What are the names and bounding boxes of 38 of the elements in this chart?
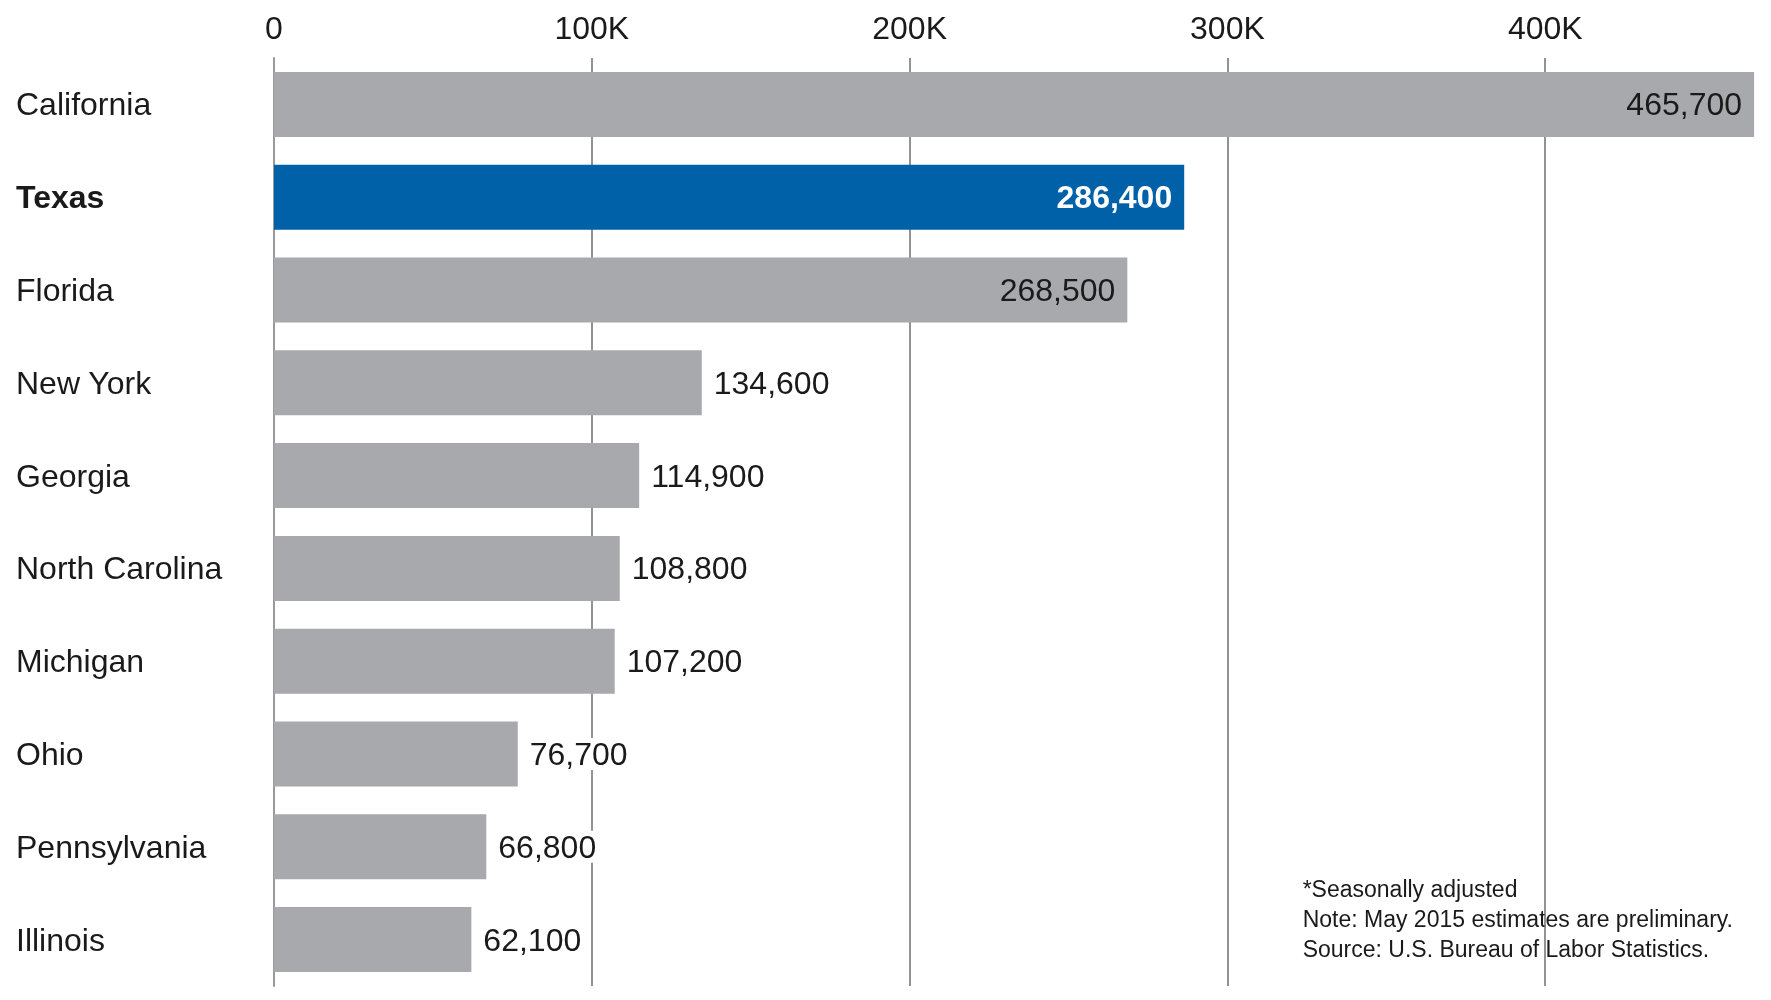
- data-label: 62,100: [483, 921, 582, 958]
- x-tick-label: 0: [265, 10, 283, 46]
- x-tick-label: 200K: [872, 10, 947, 46]
- x-tick-label: 100K: [554, 10, 630, 46]
- data-label: 66,800: [498, 828, 597, 865]
- bar: [274, 164, 1185, 230]
- bar: [274, 535, 620, 601]
- annotation: Source: U.S. Bureau of Labor Statistics.: [1302, 936, 1710, 962]
- y-tick-label: Ohio: [16, 736, 84, 772]
- annotation: Note: May 2015 estimates are preliminary.: [1302, 906, 1734, 932]
- y-tick-label: Pennsylvania: [16, 828, 207, 865]
- bar: [274, 907, 472, 973]
- data-label: 286,400: [1056, 179, 1173, 216]
- data-label: 465,700: [1626, 86, 1743, 123]
- bar: [274, 443, 640, 509]
- bar: [274, 628, 615, 694]
- data-label: 114,900: [651, 457, 765, 494]
- data-label: 107,200: [626, 643, 743, 680]
- bar: [274, 257, 1128, 323]
- bar: [274, 71, 1755, 137]
- bar: [274, 721, 518, 787]
- data-label: 268,500: [999, 272, 1116, 308]
- data-label: 76,700: [529, 736, 628, 772]
- x-tick-label: 300K: [1190, 10, 1265, 46]
- y-tick-label: Georgia: [16, 457, 131, 494]
- y-tick-label: Texas: [16, 179, 105, 216]
- data-label: 134,600: [713, 364, 830, 401]
- y-tick-label: Florida: [16, 272, 115, 308]
- bar: [274, 814, 487, 880]
- y-tick-label: California: [16, 86, 152, 123]
- y-tick-label: Illinois: [16, 921, 105, 958]
- bar: [274, 350, 702, 416]
- y-tick-label: New York: [16, 364, 153, 401]
- y-tick-label: North Carolina: [16, 550, 223, 587]
- x-tick-label: 400K: [1507, 10, 1583, 46]
- annotation: *Seasonally adjusted: [1302, 876, 1518, 902]
- y-tick-label: Michigan: [16, 643, 145, 680]
- data-label: 108,800: [631, 550, 748, 587]
